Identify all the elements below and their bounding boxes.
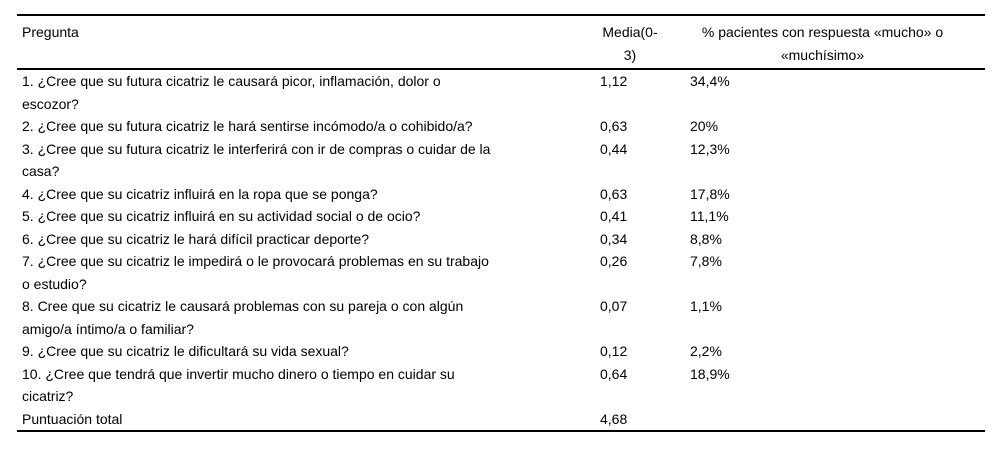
media-value-cell: 0,07 xyxy=(600,298,628,314)
question-cell: 3. ¿Cree que su futura cicatriz le inter… xyxy=(22,140,491,180)
media-value-cell: 0,26 xyxy=(600,253,628,269)
media-value-cell: 0,34 xyxy=(600,230,628,247)
question-cell: 10. ¿Cree que tendrá que invertir mucho … xyxy=(22,365,455,405)
pct-value-cell: 12,3% xyxy=(690,140,730,157)
question-cell: Puntuación total xyxy=(22,410,123,427)
pct-value-cell: 1,1% xyxy=(690,298,722,314)
pct-value-cell xyxy=(660,408,985,432)
col-header-pregunta: Pregunta xyxy=(17,15,600,70)
table-row: 10. ¿Cree que tendrá que invertir mucho … xyxy=(17,363,985,408)
pct-value-cell: 8,8% xyxy=(690,230,722,247)
pct-value-cell: 7,8% xyxy=(690,253,722,269)
question-cell: 7. ¿Cree que su cicatriz le impedirá o l… xyxy=(22,253,489,292)
table-row: 4. ¿Cree que su cicatriz influirá en la … xyxy=(17,183,985,206)
table-row: Puntuación total 4,68 xyxy=(17,408,985,432)
pct-value-cell: 18,9% xyxy=(690,365,730,382)
media-value-cell: 4,68 xyxy=(600,410,628,427)
table-row: 2. ¿Cree que su futura cicatriz le hará … xyxy=(17,115,985,138)
table-body: 1. ¿Cree que su futura cicatriz le causa… xyxy=(17,69,985,431)
questionnaire-results-table: Pregunta Media(0-3) % pacientes con resp… xyxy=(17,14,985,432)
col-header-media: Media(0-3) xyxy=(600,15,660,70)
media-value-cell: 0,12 xyxy=(600,343,628,359)
table-row: 8. Cree que su cicatriz le causará probl… xyxy=(17,295,985,340)
table-row: 9. ¿Cree que su cicatriz le dificultará … xyxy=(17,340,985,363)
table-row: 7. ¿Cree que su cicatriz le impedirá o l… xyxy=(17,250,985,295)
media-value-cell: 1,12 xyxy=(600,73,628,89)
document-page: Pregunta Media(0-3) % pacientes con resp… xyxy=(0,14,1000,463)
media-value-cell: 0,63 xyxy=(600,118,628,134)
table-row: 3. ¿Cree que su futura cicatriz le inter… xyxy=(17,138,985,183)
question-cell: 4. ¿Cree que su cicatriz influirá en la … xyxy=(22,185,378,202)
pct-value-cell: 17,8% xyxy=(690,185,730,202)
table-row: 6. ¿Cree que su cicatriz le hará difícil… xyxy=(17,228,985,251)
question-cell: 1. ¿Cree que su futura cicatriz le causa… xyxy=(22,73,441,112)
question-cell: 9. ¿Cree que su cicatriz le dificultará … xyxy=(22,343,349,359)
pct-value-cell: 20% xyxy=(690,118,719,134)
media-value-cell: 0,44 xyxy=(600,140,628,157)
media-value-cell: 0,63 xyxy=(600,185,628,202)
pct-value-cell: 11,1% xyxy=(690,208,729,224)
question-cell: 2. ¿Cree que su futura cicatriz le hará … xyxy=(22,118,473,134)
media-value-cell: 0,41 xyxy=(600,208,628,224)
question-cell: 8. Cree que su cicatriz le causará probl… xyxy=(22,298,464,337)
question-cell: 5. ¿Cree que su cicatriz influirá en su … xyxy=(22,208,421,224)
question-cell: 6. ¿Cree que su cicatriz le hará difícil… xyxy=(22,230,370,247)
header-row: Pregunta Media(0-3) % pacientes con resp… xyxy=(17,15,985,70)
col-header-pct-mucho: % pacientes con respuesta «mucho» o «muc… xyxy=(660,15,985,70)
media-value-cell: 0,64 xyxy=(600,365,628,382)
table-row: 5. ¿Cree que su cicatriz influirá en su … xyxy=(17,205,985,228)
table-row: 1. ¿Cree que su futura cicatriz le causa… xyxy=(17,69,985,115)
pct-value-cell: 34,4% xyxy=(690,73,730,89)
pct-value-cell: 2,2% xyxy=(690,343,722,359)
